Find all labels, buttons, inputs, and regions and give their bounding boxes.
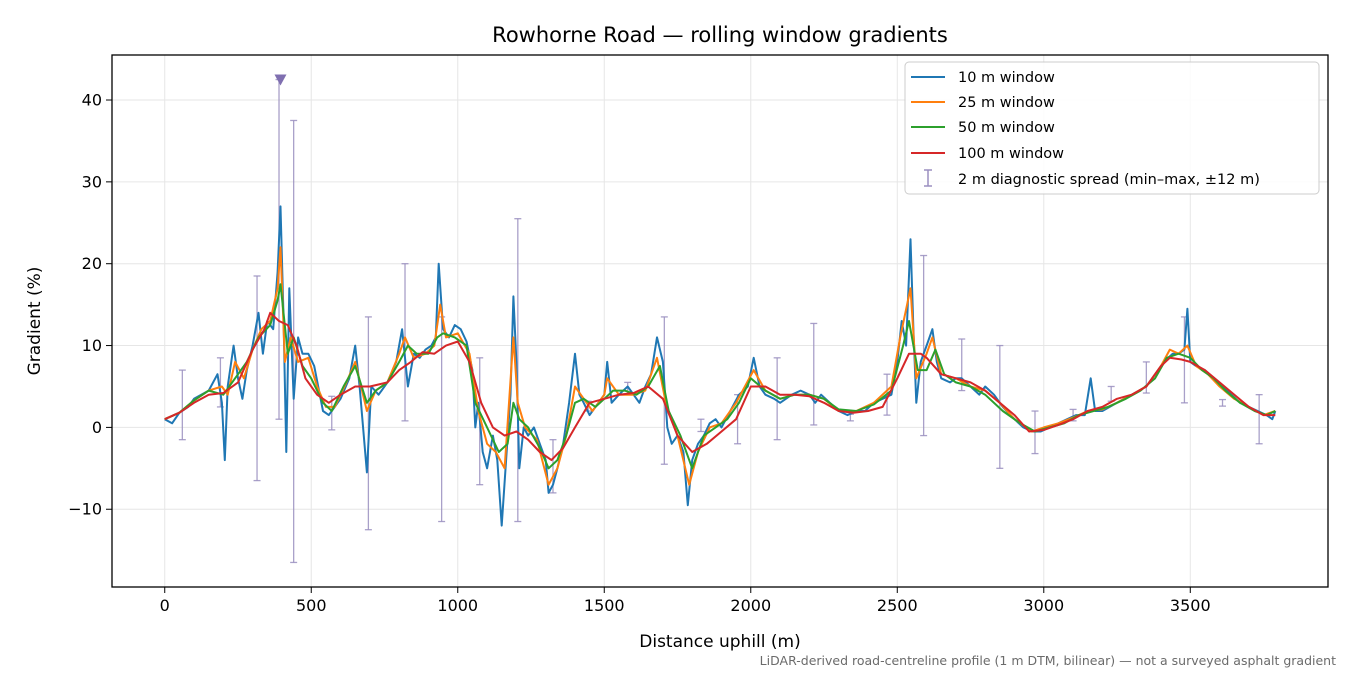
legend-label-100m: 100 m window <box>958 146 1064 162</box>
legend-swatch-spread <box>924 169 932 187</box>
x-tick-label: 3000 <box>1023 596 1064 615</box>
y-tick-label: 30 <box>82 172 102 191</box>
footnote: LiDAR-derived road-centreline profile (1… <box>760 653 1336 668</box>
y-axis-ticks: −10 0 10 20 30 40 <box>68 91 112 519</box>
spread-errorbar <box>1219 398 1227 407</box>
series-lines <box>164 205 1277 527</box>
legend: 10 m window 25 m window 50 m window 100 … <box>904 61 1320 195</box>
spread-errorbar <box>514 218 522 523</box>
y-tick-label: 40 <box>82 91 102 110</box>
legend-box <box>904 61 1320 195</box>
plot-frame <box>111 54 1329 588</box>
legend-label-10m: 10 m window <box>958 70 1055 86</box>
x-axis-label: Distance uphill (m) <box>639 632 800 652</box>
spread-errorbar <box>773 357 781 441</box>
clipped-value-marker <box>274 74 287 86</box>
spread-errorbar <box>178 369 186 441</box>
spread-errorbar <box>290 119 298 564</box>
spread-errorbar <box>1255 394 1263 445</box>
spread-errorbar <box>1142 361 1150 394</box>
spread-errorbar <box>364 316 372 531</box>
x-tick-label: 2500 <box>877 596 918 615</box>
spread-errorbar <box>697 418 705 433</box>
x-tick-label: 1000 <box>437 596 478 615</box>
y-tick-label: −10 <box>68 500 102 519</box>
clipped-marker-layer <box>274 74 287 86</box>
x-tick-label: 2000 <box>730 596 771 615</box>
y-tick-label: 0 <box>92 418 102 437</box>
x-tick-label: 3500 <box>1170 596 1211 615</box>
spread-errorbar <box>253 275 261 482</box>
series-line-1 <box>164 205 1277 527</box>
series-line-3 <box>164 283 1276 470</box>
y-axis-label: Gradient (%) <box>25 267 45 376</box>
spread-errorbar <box>810 322 818 426</box>
legend-label-spread: 2 m diagnostic spread (min–max, ±12 m) <box>958 172 1260 188</box>
x-tick-label: 500 <box>296 596 327 615</box>
spread-errorbar <box>401 263 409 422</box>
y-tick-label: 10 <box>82 336 102 355</box>
legend-label-50m: 50 m window <box>958 120 1055 136</box>
spread-errorbar <box>920 254 928 437</box>
series-line-2 <box>164 246 1276 486</box>
y-tick-label: 20 <box>82 254 102 273</box>
x-tick-label: 0 <box>160 596 170 615</box>
series-line-4 <box>164 311 1276 462</box>
x-tick-label: 1500 <box>584 596 625 615</box>
legend-label-25m: 25 m window <box>958 95 1055 111</box>
chart-title: Rowhorne Road — rolling window gradients <box>492 23 948 47</box>
x-axis-ticks: 0 500 1000 1500 2000 2500 3000 3500 <box>160 587 1211 615</box>
spread-errorbar <box>1107 385 1115 402</box>
